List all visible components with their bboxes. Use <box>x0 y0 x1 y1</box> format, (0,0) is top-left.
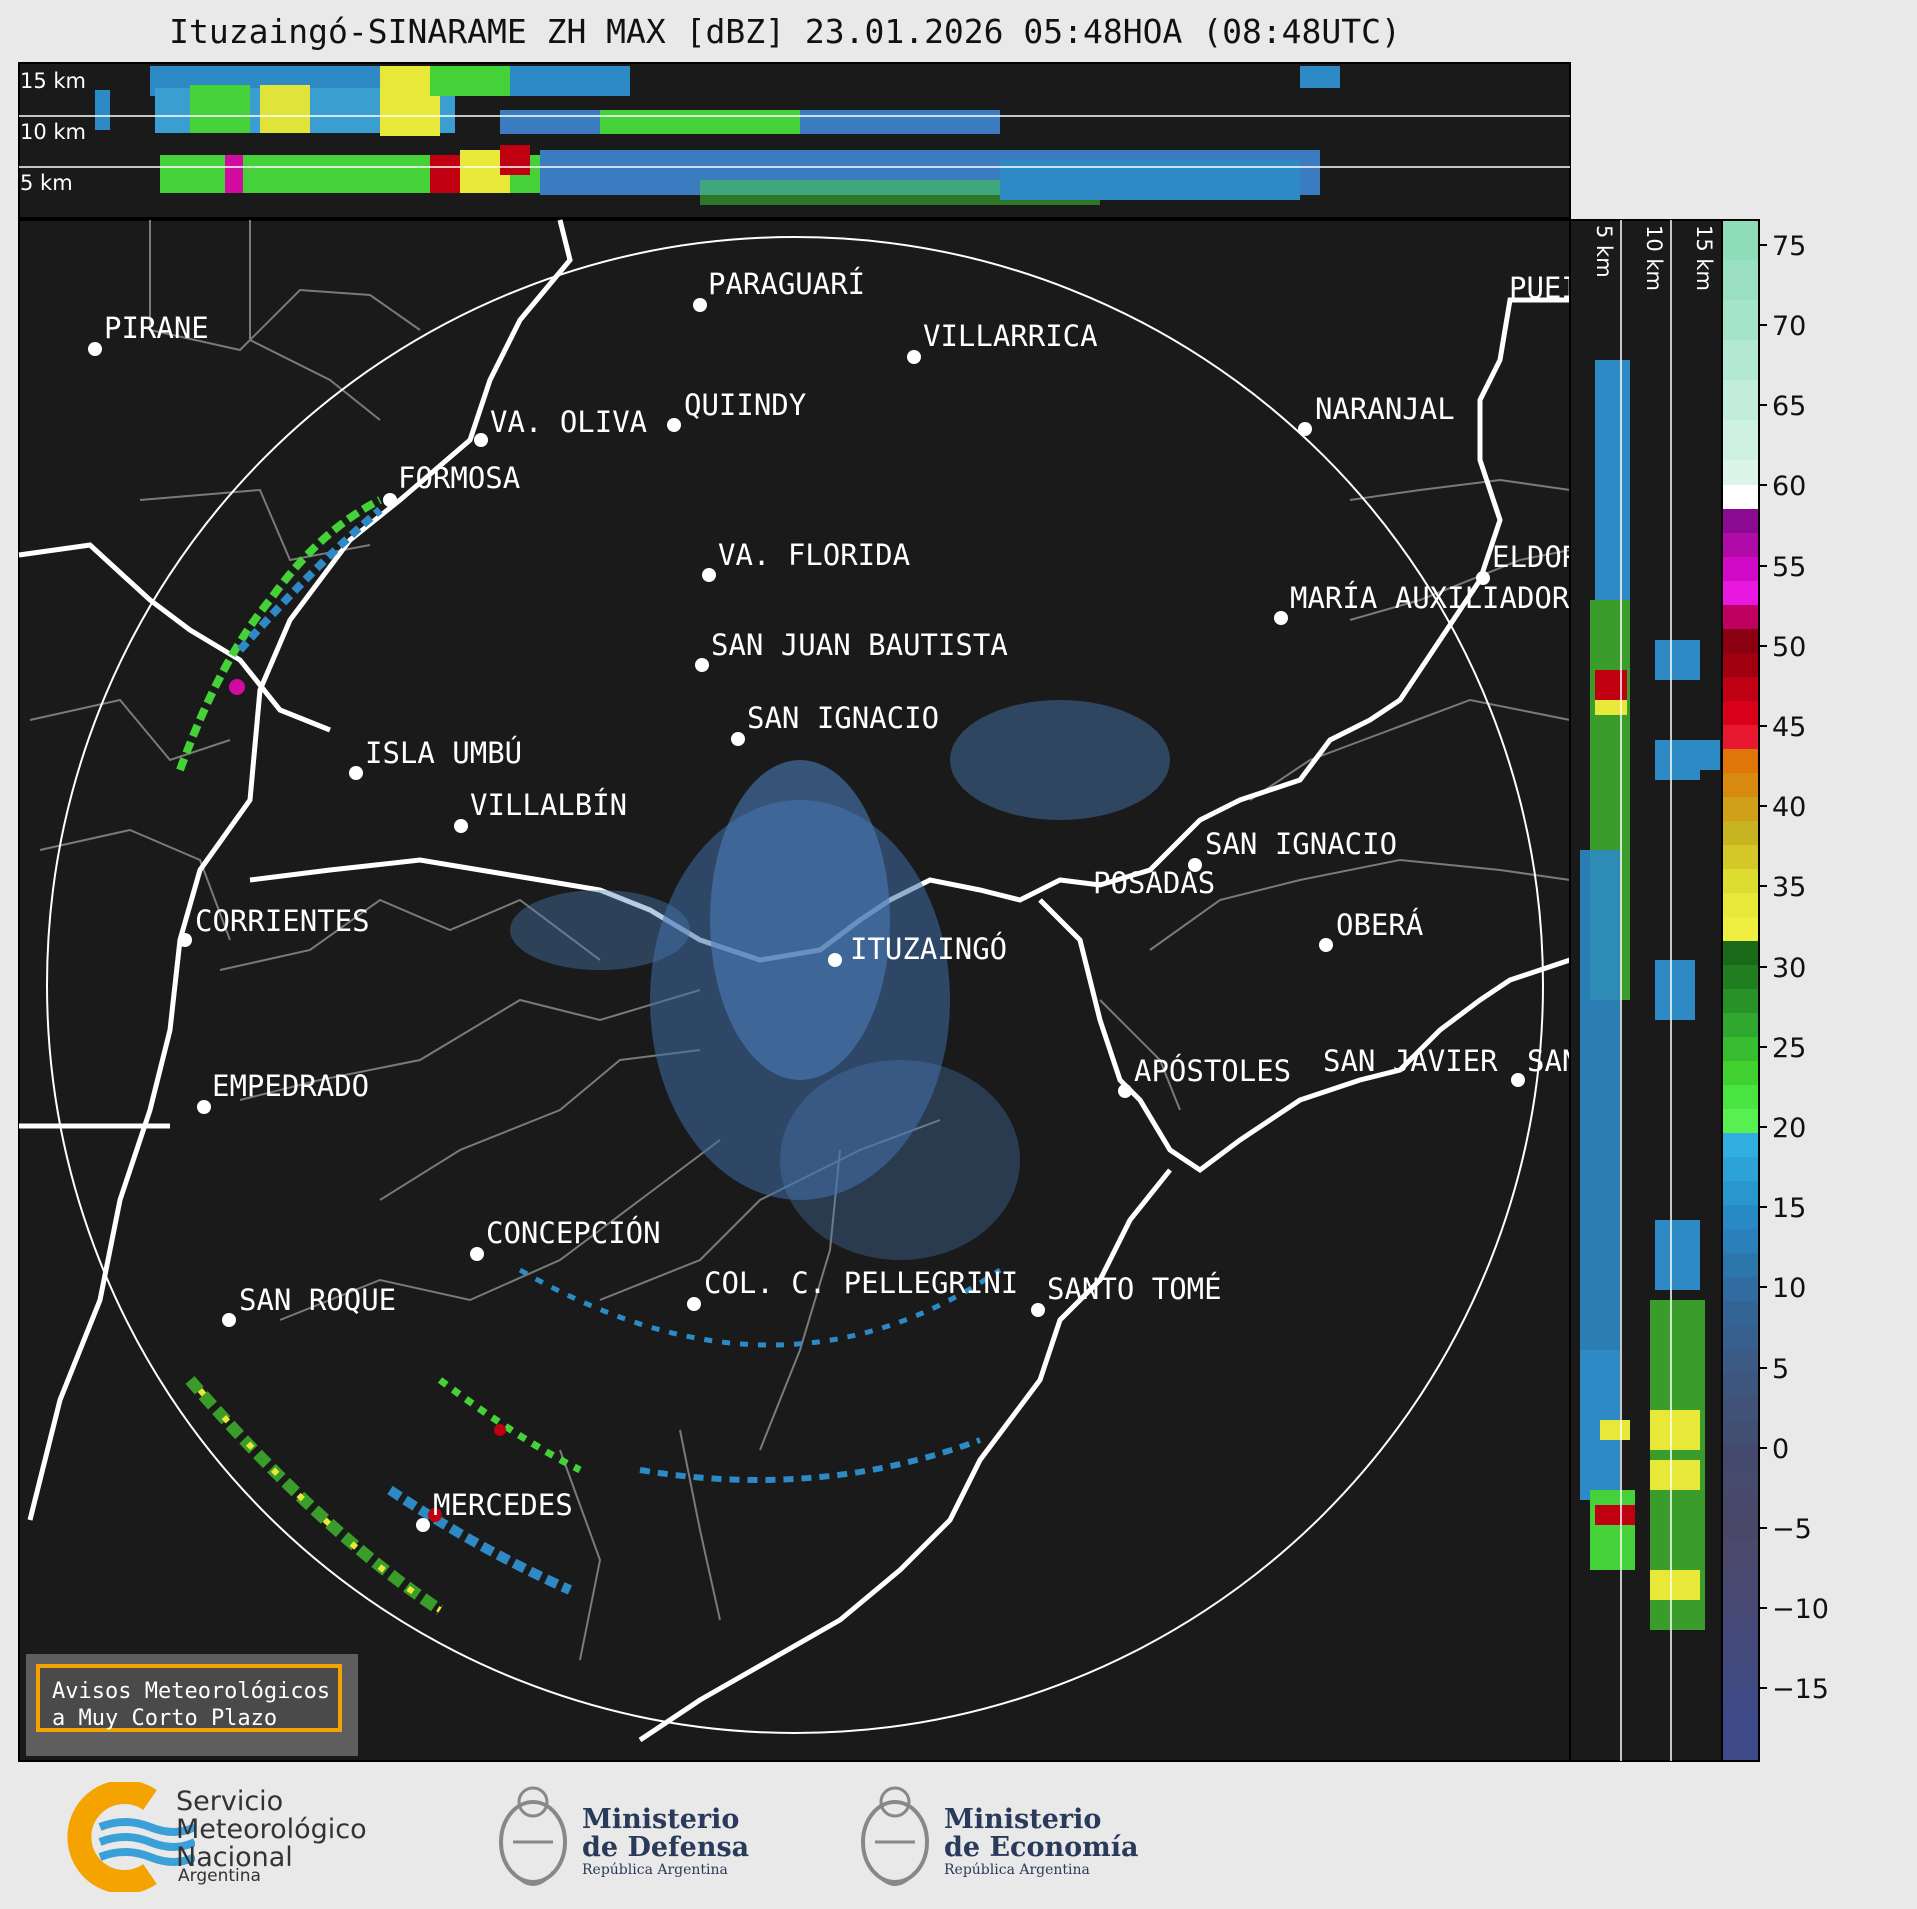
city-label-san-juan-bautista: SAN JUAN BAUTISTA <box>711 628 1008 662</box>
defensa-line-1: Ministerio <box>582 1804 740 1835</box>
colorbar-tick-70: 70 <box>1772 311 1806 342</box>
footer-logos: Servicio Meteorológico Nacional Argentin… <box>0 1762 1917 1909</box>
colorbar-ticks <box>1759 244 1767 1689</box>
economia-name: Ministerio de Economía República Argenti… <box>944 1804 1139 1879</box>
coat-of-arms-defensa-icon <box>499 1786 567 1886</box>
city-label-apostoles: APÓSTOLES <box>1134 1054 1291 1088</box>
city-label-villalbin: VILLALBÍN <box>470 788 627 822</box>
colorbar-tick-25: 25 <box>1772 1033 1806 1064</box>
city-markers: PIRANE PARAGUARÍ VILLARRICA VA. OLIVA QU… <box>88 267 1580 1532</box>
colorbar-tick-minus-5: −5 <box>1772 1514 1812 1545</box>
city-label-naranjal: NARANJAL <box>1315 392 1455 426</box>
city-label-san-ignacio-py: SAN IGNACIO <box>747 701 939 735</box>
notice-box[interactable]: Avisos Meteorológicos a Muy Corto Plazo <box>36 1664 342 1732</box>
side-height-label-15: 15 km <box>1692 225 1716 291</box>
top-height-label-5: 5 km <box>20 171 73 195</box>
city-label-va-florida: VA. FLORIDA <box>718 538 910 572</box>
defensa-name: Ministerio de Defensa República Argentin… <box>582 1804 750 1879</box>
map-panel: PIRANE PARAGUARÍ VILLARRICA VA. OLIVA QU… <box>18 219 1580 1762</box>
smn-line-1: Servicio <box>176 1786 284 1817</box>
smn-country: Argentina <box>178 1866 261 1886</box>
colorbar-tick-40: 40 <box>1772 792 1806 823</box>
range-ring <box>46 236 1544 1734</box>
smn-logo-icon <box>67 1782 195 1892</box>
side-cross-section: 5 km 10 km 15 km <box>1569 219 1723 1762</box>
defensa-line-2: de Defensa <box>582 1832 750 1863</box>
colorbar-tick-10: 10 <box>1772 1273 1806 1304</box>
admin-borders <box>29 220 1571 1661</box>
economia-line-2: de Economía <box>944 1832 1139 1863</box>
colorbar-tick-45: 45 <box>1772 712 1806 743</box>
city-label-san-javier: SAN JAVIER <box>1323 1044 1498 1078</box>
notice-line-1: Avisos Meteorológicos <box>52 1679 331 1704</box>
defensa-sub: República Argentina <box>582 1862 728 1878</box>
side-height-label-5: 5 km <box>1592 225 1616 278</box>
city-label-san-ignacio-ar: SAN IGNACIO <box>1205 827 1397 861</box>
city-label-corrientes: CORRIENTES <box>195 904 370 938</box>
colorbar-tick-0: 0 <box>1772 1434 1789 1465</box>
city-label-puei: PUEI <box>1509 271 1579 305</box>
colorbar: 75 70 65 60 55 50 45 40 35 30 25 20 15 1… <box>1721 219 1829 1762</box>
colorbar-tick-20: 20 <box>1772 1113 1806 1144</box>
city-label-mercedes: MERCEDES <box>433 1488 573 1522</box>
coat-of-arms-economia-icon <box>861 1786 929 1886</box>
city-label-isla-umbu: ISLA UMBÚ <box>365 736 522 770</box>
map-title: Ituzaingó-SINARAME ZH MAX [dBZ] 23.01.20… <box>169 12 1401 51</box>
top-height-label-10: 10 km <box>20 120 86 144</box>
economia-line-1: Ministerio <box>944 1804 1102 1835</box>
city-label-villarrica: VILLARRICA <box>923 319 1098 353</box>
colorbar-tick-5: 5 <box>1772 1354 1789 1385</box>
top-height-label-15: 15 km <box>20 69 86 93</box>
radar-echoes <box>176 496 1170 1615</box>
city-label-santo-tome: SANTO TOMÉ <box>1047 1272 1222 1306</box>
major-borders <box>18 219 1571 1743</box>
colorbar-tick-55: 55 <box>1772 552 1806 583</box>
city-label-paraguari: PARAGUARÍ <box>708 267 865 301</box>
colorbar-tick-65: 65 <box>1772 391 1806 422</box>
city-label-maria-auxiliador: MARÍA AUXILIADOR <box>1290 581 1570 615</box>
city-label-quiindy: QUIINDY <box>684 388 806 422</box>
top-cross-section: 15 km 10 km 5 km <box>18 62 1571 219</box>
notice-line-2: a Muy Corto Plazo <box>52 1706 278 1731</box>
colorbar-tick-30: 30 <box>1772 953 1806 984</box>
city-label-col-c-pellegrini: COL. C. PELLEGRINI <box>704 1266 1018 1300</box>
colorbar-tick-75: 75 <box>1772 231 1806 262</box>
economia-sub: República Argentina <box>944 1862 1090 1878</box>
colorbar-tick-minus-10: −10 <box>1772 1594 1829 1625</box>
colorbar-tick-60: 60 <box>1772 471 1806 502</box>
city-label-concepcion: CONCEPCIÓN <box>486 1216 661 1250</box>
smn-line-3: Nacional <box>176 1842 293 1873</box>
smn-name: Servicio Meteorológico Nacional <box>176 1788 367 1872</box>
city-label-eldor: ELDOR <box>1492 540 1580 574</box>
colorbar-tick-15: 15 <box>1772 1193 1806 1224</box>
city-label-empedrado: EMPEDRADO <box>212 1069 369 1103</box>
city-label-pirane: PIRANE <box>104 311 209 345</box>
city-label-formosa: FORMOSA <box>398 461 520 495</box>
city-label-obera: OBERÁ <box>1336 908 1423 942</box>
city-label-ituzaingo: ITUZAINGÓ <box>850 932 1007 966</box>
city-label-va-oliva: VA. OLIVA <box>490 405 647 439</box>
side-height-label-10: 10 km <box>1642 225 1666 291</box>
smn-line-2: Meteorológico <box>176 1814 367 1845</box>
colorbar-tick-50: 50 <box>1772 632 1806 663</box>
colorbar-tick-35: 35 <box>1772 872 1806 903</box>
city-label-posadas: POSADAS <box>1093 866 1215 900</box>
colorbar-tick-minus-15: −15 <box>1772 1674 1829 1705</box>
city-label-san-roque: SAN ROQUE <box>239 1283 396 1317</box>
